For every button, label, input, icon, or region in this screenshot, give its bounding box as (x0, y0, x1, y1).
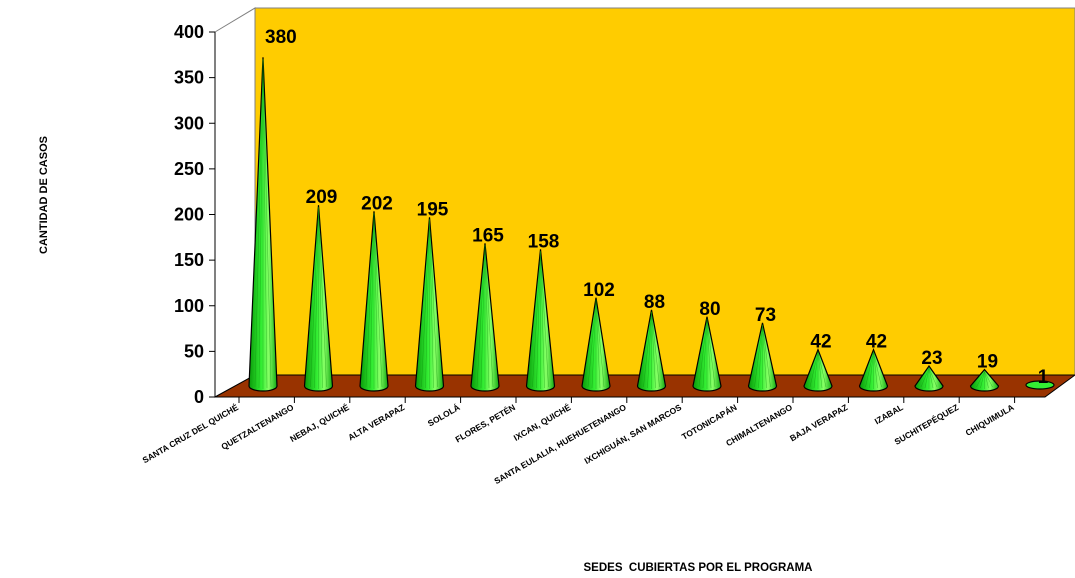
data-label: 23 (921, 348, 942, 369)
data-label: 165 (472, 225, 504, 246)
data-label: 19 (977, 352, 998, 373)
data-label: 380 (265, 27, 297, 48)
y-tick-label: 0 (194, 387, 204, 407)
data-series: 380 209 202 195 165 158 102 88 80 73 42 42 23 19 1 (248, 27, 1055, 392)
data-label: 88 (644, 292, 665, 313)
x-tick-label: NEBAJ, QUICHÉ (288, 402, 351, 444)
x-tick-label: IZABAL (873, 402, 905, 426)
x-tick-label: SOLOLÁ (426, 402, 462, 428)
cone-mark (581, 297, 611, 392)
x-tick-label: FLORES, PETÉN (454, 402, 517, 444)
y-tick-label: 250 (174, 159, 204, 179)
data-label: 195 (417, 199, 449, 220)
x-tick-label: SANTA CRUZ DEL QUICHÉ (141, 402, 241, 465)
cone-mark (747, 322, 778, 392)
cone-mark (692, 316, 722, 392)
data-label: 209 (306, 187, 338, 208)
data-label: 80 (699, 299, 720, 320)
cone-mark (248, 57, 278, 392)
data-label: 73 (755, 305, 776, 326)
data-label: 202 (361, 193, 393, 214)
x-axis-title: SEDES CUBIERTAS POR EL PROGRAMA (584, 562, 813, 574)
cone-mark (359, 211, 389, 392)
y-axis-ticks: 0 50 100 150 200 250 300 350 400 (174, 22, 215, 407)
cone-mark (470, 243, 500, 392)
y-tick-label: 150 (174, 250, 204, 270)
y-tick-label: 350 (174, 68, 204, 88)
cone-mark (303, 205, 334, 392)
x-axis-ticks: SANTA CRUZ DEL QUICHÉQUETZALTENANGONEBAJ… (141, 397, 1016, 486)
cone-mark (1025, 380, 1055, 390)
y-tick-label: 400 (174, 22, 204, 42)
y-tick-label: 300 (174, 113, 204, 133)
cone-mark (525, 249, 556, 392)
y-tick-label: 200 (174, 205, 204, 225)
x-tick-label: IXCHIGUÁN, SAN MARCOS (582, 402, 683, 466)
cone-mark (914, 365, 944, 392)
y-tick-label: 50 (184, 341, 204, 361)
data-label: 102 (583, 280, 615, 301)
cone-mark (414, 217, 445, 392)
y-axis-title: CANTIDAD DE CASOS (38, 136, 50, 254)
cone-mark (636, 309, 667, 392)
plot-area (214, 7, 1075, 398)
x-tick-label: BAJA VERAPAZ (788, 402, 849, 443)
side-wall (214, 7, 256, 398)
data-label: 158 (528, 231, 560, 252)
cone-mark (858, 348, 889, 392)
x-tick-label: CHIQUIMULA (964, 402, 1016, 438)
cone-mark (969, 368, 1000, 392)
data-label: 1 (1038, 367, 1049, 388)
y-tick-label: 100 (174, 296, 204, 316)
data-label: 42 (810, 332, 831, 353)
cone-mark (803, 348, 833, 392)
x-tick-label: ALTA VERAPAZ (346, 402, 406, 442)
data-label: 42 (866, 332, 887, 353)
